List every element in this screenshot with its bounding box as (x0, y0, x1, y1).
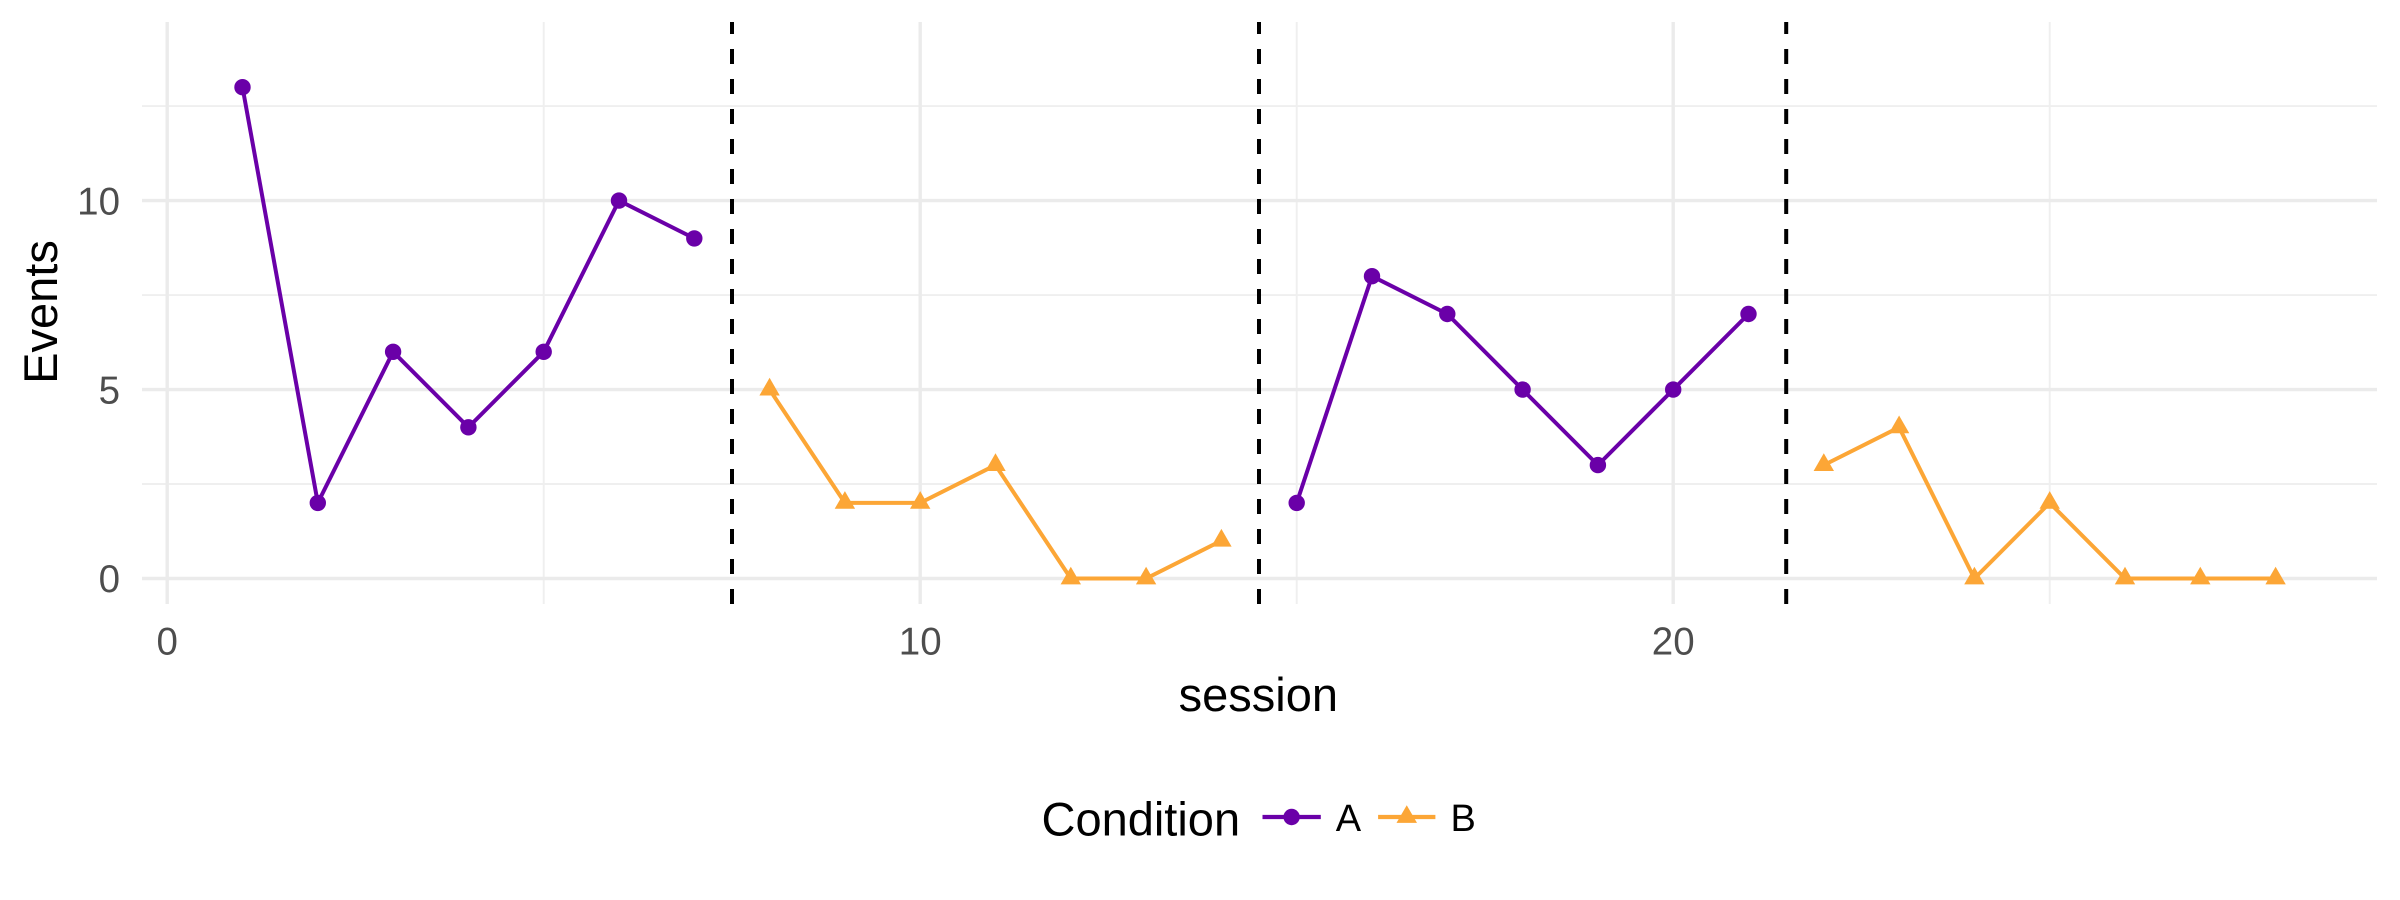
svg-text:Condition: Condition (1042, 793, 1241, 846)
svg-text:Events: Events (14, 240, 67, 384)
svg-text:A: A (1336, 798, 1362, 840)
svg-text:20: 20 (1652, 621, 1695, 664)
svg-text:0: 0 (99, 558, 120, 601)
svg-text:session: session (1179, 668, 1338, 721)
svg-text:5: 5 (99, 369, 120, 412)
svg-text:10: 10 (77, 180, 120, 223)
svg-text:0: 0 (156, 621, 177, 664)
svg-text:B: B (1451, 798, 1476, 840)
svg-text:10: 10 (899, 621, 942, 664)
